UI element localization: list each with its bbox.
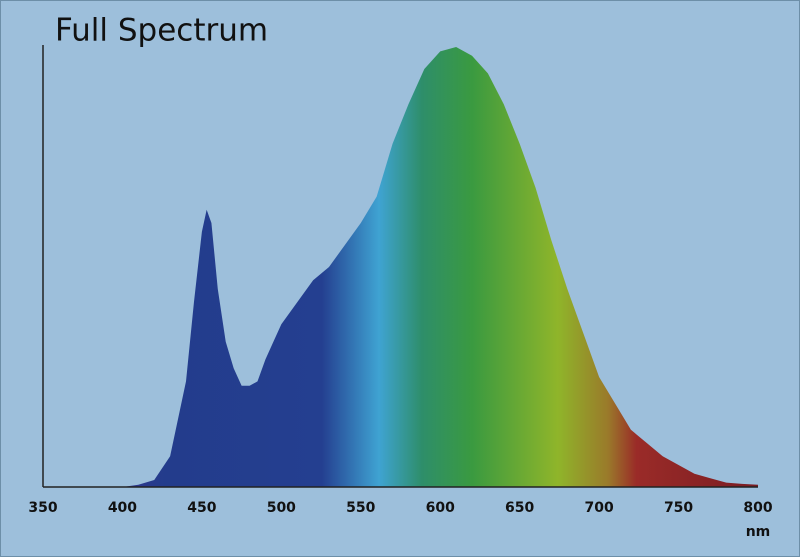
x-tick-label: 350 <box>28 500 57 516</box>
x-tick-label: 700 <box>584 500 613 516</box>
spectrum-area <box>43 47 758 487</box>
x-tick-label: 400 <box>108 500 137 516</box>
x-tick-label: 550 <box>346 500 375 516</box>
x-tick-label: 750 <box>664 500 693 516</box>
x-tick-label: 500 <box>267 500 296 516</box>
plot <box>43 47 758 487</box>
x-tick-label: 650 <box>505 500 534 516</box>
x-tick-label: 450 <box>187 500 216 516</box>
x-tick-label: 600 <box>426 500 455 516</box>
x-axis-label: nm <box>746 524 771 540</box>
chart-title: Full Spectrum <box>55 13 268 49</box>
x-tick-label: 800 <box>743 500 772 516</box>
